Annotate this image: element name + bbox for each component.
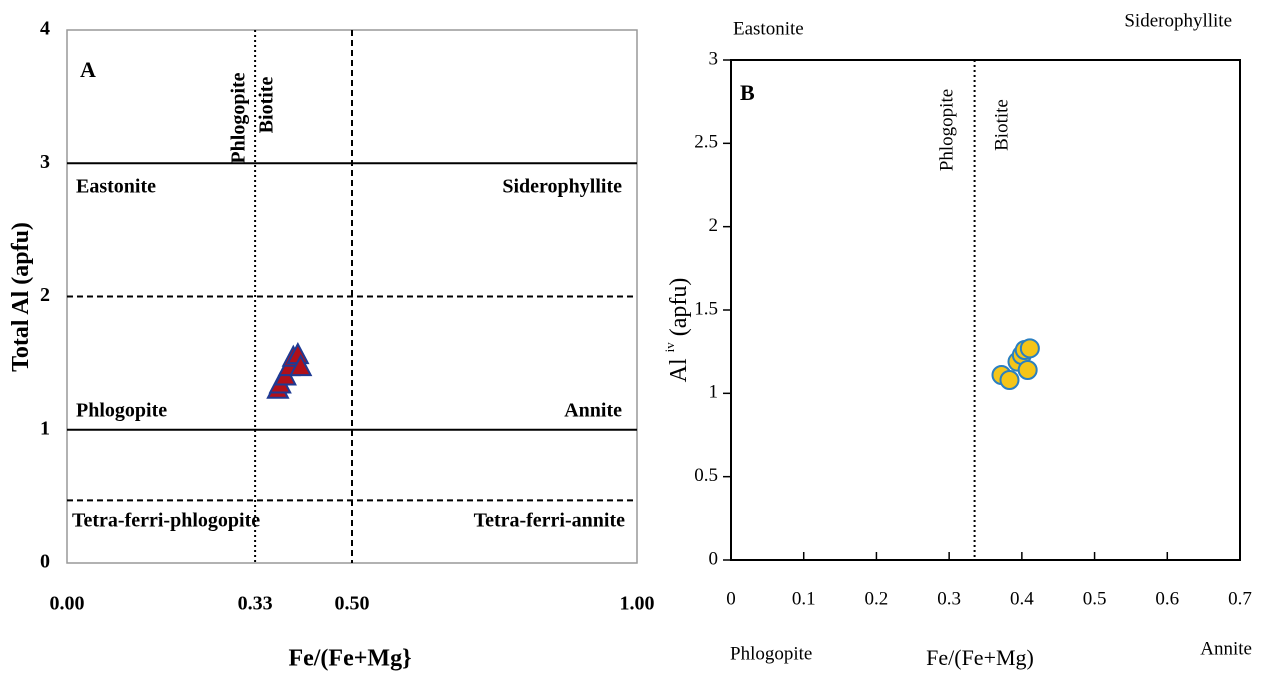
y-axis-title-part: Total Al (apfu) [8, 222, 34, 372]
panel-a: 0.00 0.33 0.50 1.00 0 1 2 3 4 A Eastonite Siderophy… [8, 18, 655, 672]
panel-label: A [80, 57, 96, 82]
field-label: Eastonite [733, 18, 804, 39]
field-label: Biotite [256, 77, 278, 134]
field-label: Annite [1200, 638, 1252, 659]
x-tick-label: 0.33 [238, 593, 273, 615]
point [289, 353, 313, 377]
x-tick-label: 0.00 [50, 593, 85, 615]
field-label: Siderophyllite [502, 176, 622, 198]
y-tick-label: 1 [709, 382, 719, 403]
y-tick-label: 0 [709, 548, 719, 569]
plot-frame [730, 59, 1241, 561]
panel-label: B [740, 80, 755, 105]
panel-b: 0 0.1 0.2 0.3 0.4 0.5 0.6 0.7 0 0.5 1 1.5 2 2.5 3B East… [662, 10, 1252, 670]
y-tick-label: 3 [709, 48, 719, 69]
x-tick-label: 0.50 [335, 593, 370, 615]
field-label: Phlogopite [936, 89, 957, 171]
field-label: Tetra-ferri-annite [474, 510, 626, 532]
point [1017, 360, 1038, 380]
x-tick-label: 0.3 [937, 588, 961, 609]
field-label: Biotite [991, 99, 1012, 151]
y-tick-label: 0 [40, 551, 50, 573]
y-tick-label: 0.5 [694, 465, 718, 486]
y-axis-title: Al iv (apfu) [662, 278, 692, 383]
y-axis-title-part: iv [662, 342, 677, 353]
x-tick-label: 0.1 [792, 588, 816, 609]
y-tick-label: 2 [709, 215, 719, 236]
y-axis-title-part: Al [666, 358, 692, 382]
x-tick-label: 1.00 [620, 593, 655, 615]
x-tick-label: 0 [726, 588, 736, 609]
field-label: Phlogopite [730, 643, 812, 664]
y-tick-label: 3 [40, 151, 50, 173]
field-label: Annite [564, 400, 622, 422]
y-axis-title: Total Al (apfu) [8, 222, 34, 372]
x-tick-label: 0.5 [1083, 588, 1107, 609]
y-tick-label: 1.5 [694, 298, 718, 319]
y-tick-label: 4 [40, 18, 50, 40]
y-tick-label: 1 [40, 417, 50, 439]
point [999, 370, 1020, 390]
field-label: Phlogopite [228, 72, 250, 163]
field-label: Phlogopite [76, 400, 167, 422]
x-axis-title: Fe/(Fe+Mg} [288, 646, 411, 672]
field-label: Tetra-ferri-phlogopite [72, 510, 260, 532]
x-tick-label: 0.7 [1228, 588, 1252, 609]
x-tick-label: 0.6 [1155, 588, 1179, 609]
y-tick-label: 2 [40, 284, 50, 306]
field-label: Siderophyllite [1124, 10, 1232, 31]
x-tick-label: 0.4 [1010, 588, 1034, 609]
field-label: Eastonite [76, 176, 156, 198]
point [1019, 338, 1040, 359]
y-axis-title-part: (apfu) [666, 278, 692, 337]
y-tick-label: 2.5 [694, 132, 718, 153]
x-axis-title: Fe/(Fe+Mg) [926, 645, 1034, 670]
x-tick-label: 0.2 [865, 588, 889, 609]
